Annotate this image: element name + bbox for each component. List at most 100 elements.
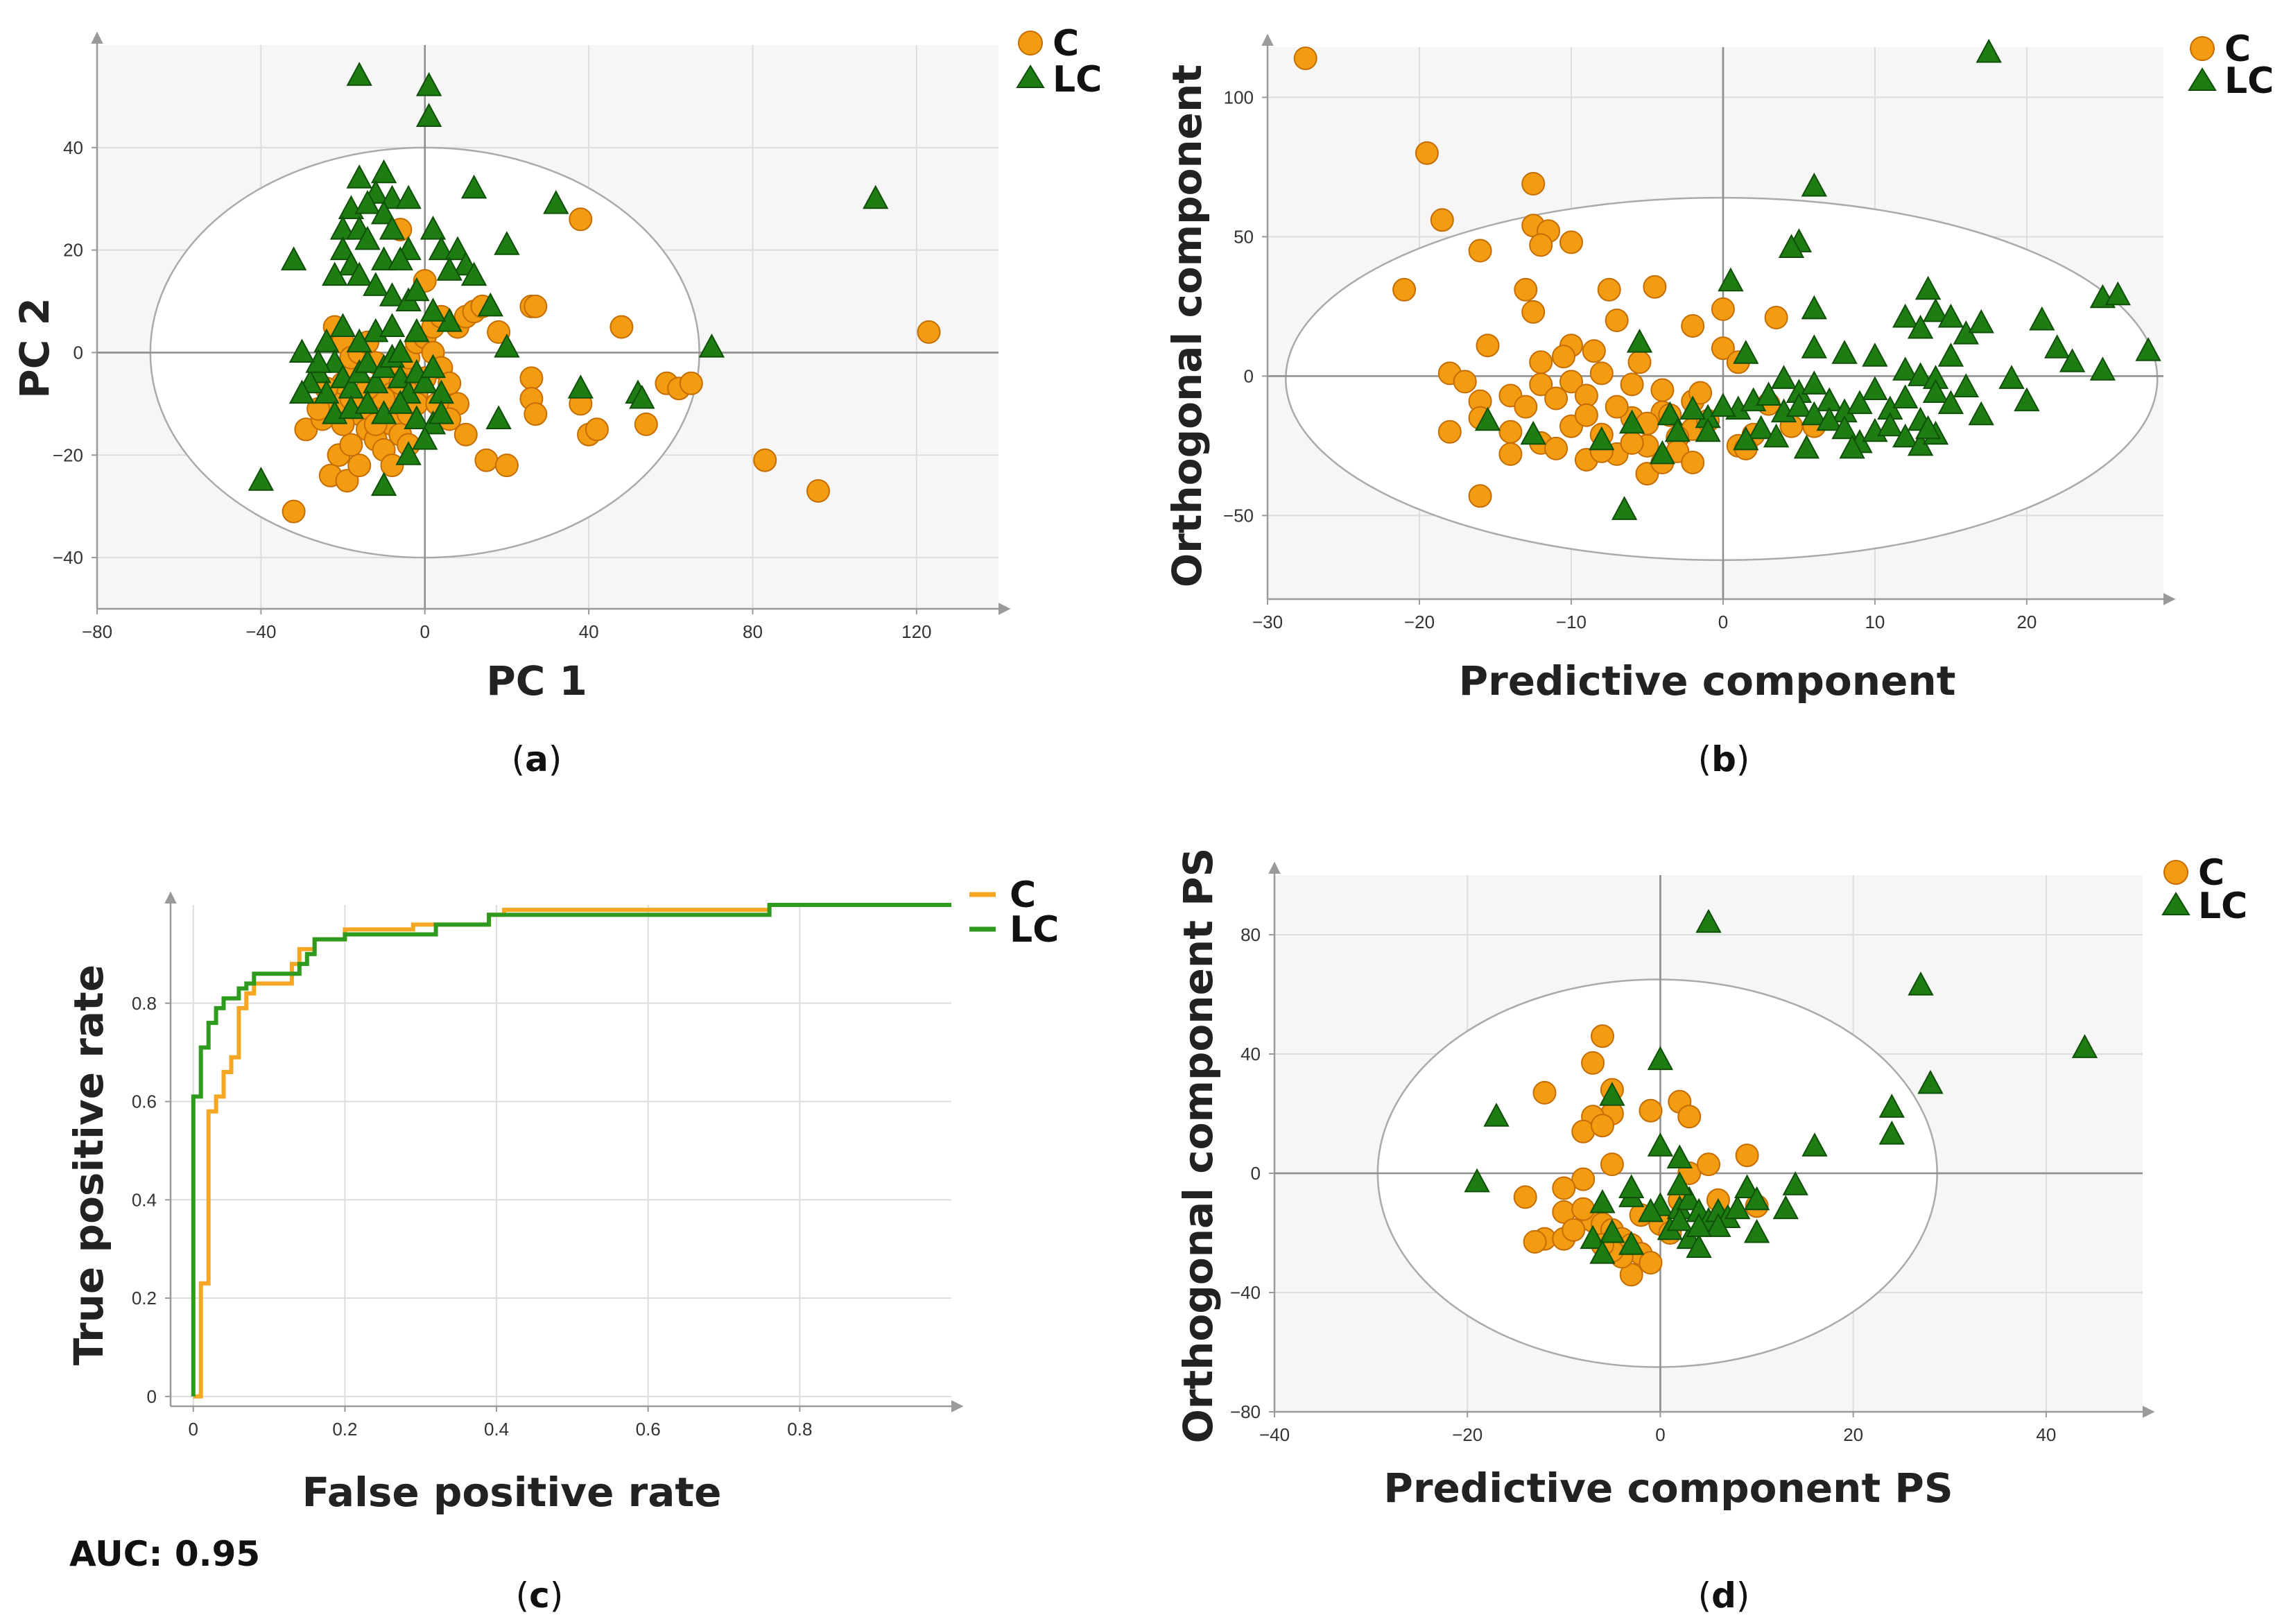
point-c [1591,1114,1614,1138]
point-lc [1917,1069,1944,1094]
point-c [1544,386,1568,411]
point-lc [1666,1144,1693,1168]
point-c [806,479,830,503]
point-c [1559,230,1583,254]
point-lc [322,261,348,286]
point-lc [1637,1198,1664,1223]
point-lc [354,189,381,214]
point-lc [567,374,594,399]
point-c [524,402,548,426]
point-lc [1968,401,1994,426]
point-c [1437,420,1462,444]
x-tick-label: −10 [1556,612,1587,632]
point-c [1764,306,1788,329]
point-c [1514,277,1538,302]
point-lc [1998,365,2025,389]
point-lc [1801,370,1827,395]
point-c [1552,345,1575,369]
point-lc [460,261,487,286]
point-lc [2044,334,2071,359]
y-tick-label: 100 [1224,87,1254,107]
point-lc [1801,295,1827,320]
point-c [1468,239,1492,263]
x-tick-label: −20 [1452,1424,1483,1445]
point-lc [1772,1195,1799,1220]
point-lc [1763,423,1790,448]
point-lc [543,189,569,214]
point-lc [2135,337,2161,361]
point-lc [1937,343,1964,367]
point-lc [404,405,430,429]
point-c [917,320,941,344]
point-lc [1679,395,1706,420]
y-tick-label: 80 [1241,924,1261,945]
panel-b-opls-da-score-plot: −30 −20 −10 0 10 20 −50 0 50 100 Predictive compo… [1164,28,2274,779]
point-lc [1839,434,1865,459]
y-tick-label: 0.6 [132,1091,157,1112]
point-lc [1908,971,1934,996]
point-c [1392,277,1417,302]
point-lc [415,103,442,127]
point-lc [1664,417,1691,442]
point-c [1581,1051,1605,1075]
point-lc [1734,1174,1761,1198]
point-c [1562,1218,1586,1242]
point-c [380,453,404,478]
y-tick-label: −20 [53,444,83,465]
panel-b-plot-area: −30 −20 −10 0 10 20 −50 0 50 100 [1223,33,2176,632]
point-c [1498,420,1523,444]
point-lc [1816,406,1842,431]
legend-lc-label: LC [1053,59,1102,101]
y-tick-label: 50 [1234,226,1254,247]
point-c [474,448,499,472]
y-tick-label: 0 [1244,365,1254,386]
y-tick-label: 0.2 [132,1288,157,1308]
y-tick-label: −40 [1230,1282,1261,1303]
point-c [1639,1251,1663,1275]
point-c [634,412,658,436]
y-tick-label: 40 [63,137,83,158]
point-lc [2059,348,2086,372]
x-tick-label: 40 [2036,1424,2056,1445]
y-tick-label: −50 [1223,505,1254,526]
point-lc [404,318,430,343]
point-lc [1831,340,1858,364]
y-tick-label: 0.4 [132,1189,157,1210]
point-lc [387,390,413,414]
point-lc [379,215,406,240]
point-lc [420,354,447,379]
point-lc [248,467,275,491]
point-c [1582,339,1606,363]
point-lc [313,328,340,353]
y-tick-label: 20 [63,240,83,261]
point-lc [1725,1195,1751,1220]
point-lc [1892,423,1919,448]
point-lc [477,292,503,317]
point-lc [2104,281,2131,306]
point-lc [363,369,389,394]
point-lc [1743,1218,1770,1243]
point-lc [1801,172,1827,197]
point-lc [1647,1132,1674,1157]
point-c [1552,1176,1576,1200]
roc-curve-lc [191,903,951,1397]
point-lc [1647,1046,1674,1071]
point-c [1453,370,1477,394]
legend-lc-marker [2188,67,2217,91]
point-lc [1599,1218,1625,1243]
x-tick-label: 0.6 [636,1419,661,1440]
point-lc [494,231,520,255]
point-lc [1649,440,1676,465]
point-lc [1733,426,1759,451]
point-c [1529,350,1553,374]
x-tick-label: 0 [1718,612,1728,632]
x-tick-label: 0.8 [787,1419,812,1440]
point-lc [395,441,422,465]
point-lc [1464,1168,1490,1193]
point-lc [2071,1034,2098,1058]
point-c [1688,381,1713,405]
point-lc [485,405,512,429]
point-lc [346,62,372,86]
point-lc [1831,415,1858,440]
point-c [1559,370,1583,394]
